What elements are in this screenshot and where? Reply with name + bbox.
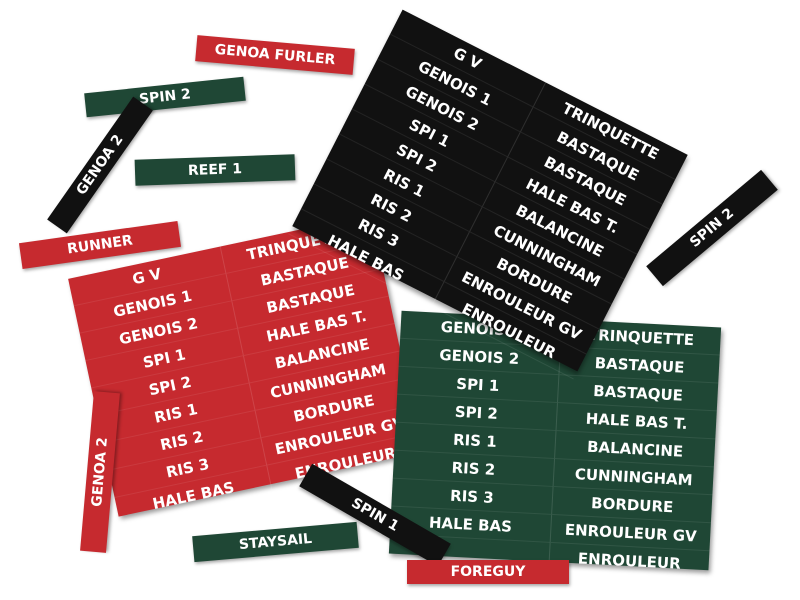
loose-label: REEF 1: [134, 154, 296, 186]
loose-label: STAYSAIL: [191, 521, 359, 563]
loose-label: SPIN 2: [84, 76, 246, 118]
loose-label: GENOA FURLER: [195, 35, 355, 75]
loose-label: FOREGUY: [407, 560, 569, 584]
